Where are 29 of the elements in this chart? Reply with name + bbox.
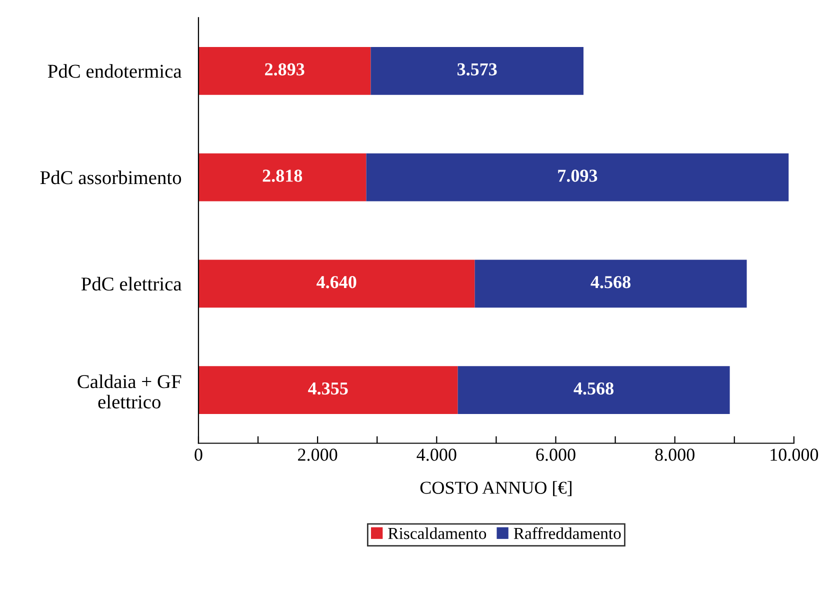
- bar: [198, 260, 475, 308]
- data-label: 4.568: [590, 276, 630, 288]
- bar: [458, 366, 730, 414]
- x-tick-label: 2.000: [298, 448, 338, 461]
- x-tick-label: 6.000: [536, 448, 576, 461]
- y-tick-label: PdC assorbimento: [40, 170, 182, 184]
- legend-label: Riscaldamento: [388, 527, 486, 540]
- bar: [198, 46, 371, 95]
- data-label: 4.355: [308, 382, 348, 395]
- x-tick-label: 8.000: [655, 448, 694, 461]
- data-label: 4.640: [316, 276, 356, 288]
- data-label: 4.568: [574, 382, 614, 395]
- bar: [474, 260, 747, 308]
- y-tick-label: PdC elettrica: [81, 276, 182, 291]
- y-tick-label: PdC endotermica: [48, 64, 182, 78]
- bar: [366, 153, 789, 202]
- data-label: 2.893: [265, 63, 304, 76]
- x-tick-label: 4.000: [416, 448, 456, 461]
- data-label: 3.573: [457, 63, 497, 76]
- data-label: 7.093: [558, 170, 598, 182]
- x-tick-label: 0: [194, 448, 202, 461]
- x-axis-title: COSTO ANNUO [€]: [420, 481, 572, 496]
- legend-label: Raffreddamento: [514, 527, 621, 540]
- bar: [370, 46, 584, 95]
- data-label: 2.818: [262, 170, 302, 182]
- bar: [198, 366, 458, 414]
- x-tick-label: 10.000: [770, 448, 818, 461]
- y-tick-label: Caldaia + GF elettrico: [78, 374, 182, 409]
- bar: [198, 153, 366, 202]
